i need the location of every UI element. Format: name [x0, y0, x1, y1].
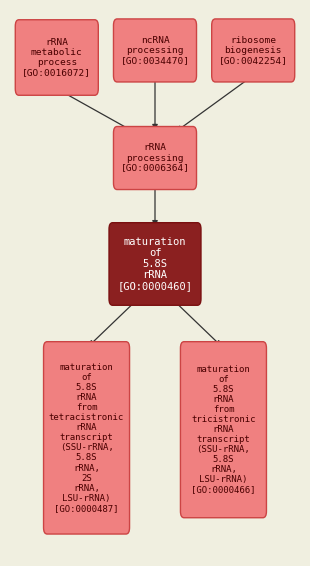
FancyBboxPatch shape	[109, 222, 201, 305]
Text: maturation
of
5.8S
rRNA
from
tricistronic
rRNA
transcript
(SSU-rRNA,
5.8S
rRNA,
: maturation of 5.8S rRNA from tricistroni…	[191, 365, 256, 495]
FancyBboxPatch shape	[212, 19, 295, 82]
FancyBboxPatch shape	[43, 342, 130, 534]
Text: maturation
of
5.8S
rRNA
[GO:0000460]: maturation of 5.8S rRNA [GO:0000460]	[117, 237, 193, 291]
Text: maturation
of
5.8S
rRNA
from
tetracistronic
rRNA
transcript
(SSU-rRNA,
5.8S
rRNA: maturation of 5.8S rRNA from tetracistro…	[49, 363, 124, 513]
FancyBboxPatch shape	[113, 127, 197, 190]
Text: rRNA
processing
[GO:0006364]: rRNA processing [GO:0006364]	[121, 143, 189, 173]
FancyBboxPatch shape	[113, 19, 197, 82]
FancyBboxPatch shape	[180, 342, 267, 518]
FancyBboxPatch shape	[15, 20, 98, 95]
Text: rRNA
metabolic
process
[GO:0016072]: rRNA metabolic process [GO:0016072]	[22, 38, 91, 77]
Text: ribosome
biogenesis
[GO:0042254]: ribosome biogenesis [GO:0042254]	[219, 36, 288, 65]
Text: ncRNA
processing
[GO:0034470]: ncRNA processing [GO:0034470]	[121, 36, 189, 65]
